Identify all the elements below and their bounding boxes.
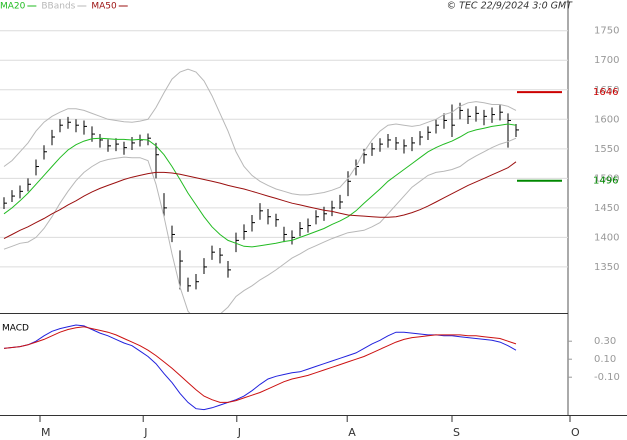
y-tick-label: 1600 [594, 114, 619, 125]
x-tick-label: M [41, 426, 51, 439]
x-tick-label: S [453, 426, 460, 439]
panel-label: MACD [2, 324, 29, 334]
y-tick-label: 0.30 [594, 336, 616, 347]
series-line [3, 137, 517, 313]
x-tick-label: O [571, 426, 580, 439]
series-line [3, 123, 517, 248]
x-tick-label: A [348, 426, 356, 439]
x-tick-label: J [237, 426, 241, 439]
copyright: © TEC 22/9/2024 3:0 GMT [447, 1, 574, 12]
y-tick-label: 1500 [594, 173, 619, 184]
level-label: 1496 [593, 176, 618, 187]
legend-label: BBands [41, 2, 75, 12]
level-label: 1646 [593, 87, 618, 98]
y-tick-label: 1550 [594, 144, 619, 155]
series-line [3, 326, 517, 403]
y-tick-label: -0.10 [594, 372, 620, 383]
y-tick-label: 0.10 [594, 354, 616, 365]
y-tick-label: 1750 [594, 26, 619, 37]
y-tick-label: 1700 [594, 55, 619, 66]
y-tick-label: 1400 [594, 232, 619, 243]
series-line [3, 324, 517, 411]
y-tick-label: 1650 [594, 85, 619, 96]
series-line [3, 68, 517, 196]
series-line [3, 161, 517, 240]
legend-label: MA50 [91, 2, 117, 12]
legend-label: MA20 [0, 2, 26, 12]
y-tick-label: 1350 [594, 262, 619, 273]
y-tick-label: 1450 [594, 203, 619, 214]
x-tick-label: J [143, 426, 147, 439]
